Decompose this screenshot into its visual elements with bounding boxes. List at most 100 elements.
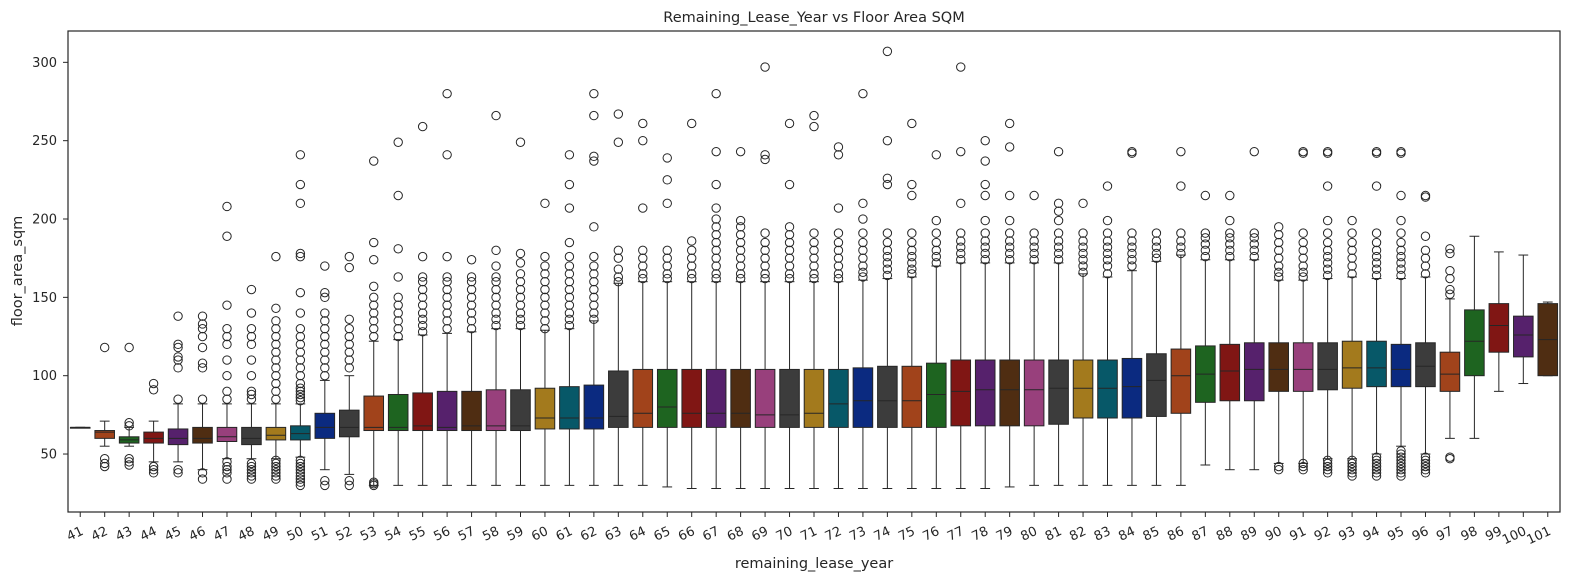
outlier-point (491, 320, 501, 331)
box-47 (216, 201, 238, 484)
outlier-point (515, 269, 526, 279)
outlier-point (1078, 236, 1088, 246)
outlier-point (1396, 258, 1406, 268)
outlier-point (1102, 242, 1113, 252)
outlier-point (1445, 248, 1455, 259)
x-tick-label: 96 (1410, 524, 1431, 545)
box-iqr (436, 390, 458, 432)
box-53 (363, 156, 385, 491)
box-71 (803, 110, 825, 489)
outlier-point (491, 272, 501, 282)
y-tick-label: 200 (32, 213, 57, 228)
outlier-point (442, 292, 452, 303)
box-iqr (290, 425, 311, 441)
outlier-point (515, 248, 526, 259)
outlier-point (589, 156, 599, 166)
outlier-point (271, 347, 281, 357)
outlier-point (1274, 229, 1284, 240)
outlier-point (564, 292, 575, 303)
outlier-point (222, 468, 232, 478)
outlier-point (956, 236, 966, 246)
outlier-point (1127, 228, 1137, 238)
outlier-point (1396, 146, 1406, 157)
outlier-point (956, 255, 966, 265)
x-tick-label: 94 (1361, 524, 1382, 545)
outlier-point (466, 276, 477, 287)
outlier-point (246, 468, 257, 478)
outlier-point (833, 228, 844, 238)
outlier-point (589, 300, 599, 310)
outlier-point (1396, 464, 1406, 475)
box-81 (1048, 146, 1069, 486)
outlier-point (1298, 464, 1308, 475)
outlier-point (1078, 198, 1088, 209)
outlier-point (393, 331, 403, 342)
outlier-point (344, 475, 354, 486)
outlier-point (882, 264, 893, 274)
box-85 (1146, 228, 1167, 486)
outlier-point (784, 261, 795, 271)
outlier-point (858, 261, 868, 271)
outlier-point (1396, 270, 1406, 281)
outlier-point (491, 276, 501, 287)
outlier-point (1004, 236, 1015, 246)
outlier-point (1249, 233, 1259, 243)
outlier-point (858, 198, 868, 209)
outlier-point (882, 245, 893, 256)
outlier-point (173, 468, 183, 478)
outlier-point (295, 370, 306, 381)
box-63 (608, 109, 629, 486)
box-100 (1513, 254, 1534, 385)
outlier-point (197, 394, 208, 404)
outlier-point (809, 245, 819, 256)
outlier-point (980, 156, 990, 166)
outlier-point (295, 392, 306, 403)
x-tick-label: 77 (945, 524, 966, 545)
x-tick-label: 66 (676, 524, 697, 545)
outlier-point (1053, 206, 1064, 216)
box-64 (632, 118, 654, 486)
outlier-point (1420, 452, 1431, 462)
outlier-point (466, 323, 477, 334)
outlier-point (320, 370, 330, 381)
outlier-point (760, 228, 770, 238)
outlier-point (1127, 248, 1137, 259)
outlier-point (1225, 233, 1235, 243)
box-54 (387, 137, 409, 486)
outlier-point (271, 461, 281, 472)
box-43 (118, 342, 140, 470)
outlier-point (711, 146, 721, 157)
outlier-point (1322, 245, 1333, 256)
box-iqr (1390, 343, 1412, 388)
x-tick-label: 75 (896, 524, 917, 545)
outlier-point (589, 151, 599, 162)
outlier-point (246, 323, 257, 334)
outlier-point (295, 251, 306, 262)
outlier-point (1396, 468, 1406, 478)
outlier-point (369, 331, 379, 342)
outlier-point (246, 308, 257, 318)
outlier-point (1371, 237, 1382, 248)
outlier-point (1396, 471, 1406, 481)
outlier-point (222, 231, 232, 241)
outlier-point (540, 308, 550, 318)
outlier-point (540, 284, 550, 295)
outlier-point (124, 421, 134, 431)
outlier-point (246, 461, 257, 472)
outlier-point (173, 394, 183, 404)
outlier-point (735, 269, 746, 279)
box-iqr (1243, 342, 1265, 402)
outlier-point (540, 261, 550, 271)
outlier-point (1298, 458, 1308, 469)
outlier-point (1004, 242, 1015, 252)
outlier-point (1371, 464, 1382, 475)
outlier-point (711, 253, 721, 263)
outlier-point (540, 300, 550, 310)
outlier-point (589, 222, 599, 232)
outlier-point (491, 245, 501, 256)
outlier-point (1420, 455, 1431, 465)
outlier-point (369, 477, 379, 487)
outlier-point (393, 308, 403, 318)
outlier-point (197, 363, 208, 373)
